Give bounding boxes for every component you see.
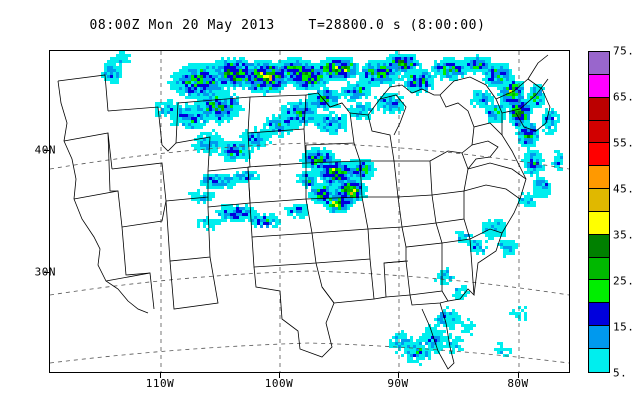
colorbar-cell (589, 166, 609, 190)
colorbar-label-25: 25. (613, 274, 635, 288)
colorbar-cell (589, 211, 609, 235)
x-tick-label-100w: 100W (264, 377, 294, 390)
colorbar-label-65: 65. (613, 90, 635, 104)
colorbar-label-35: 35. (613, 228, 635, 242)
state-boundaries-layer (57, 54, 551, 370)
colorbar-label-55: 55. (613, 136, 635, 150)
colorbar[interactable] (588, 51, 610, 373)
colorbar-label-5: 5. (613, 366, 628, 380)
colorbar-cell (589, 97, 609, 121)
x-tick-mark (160, 373, 161, 378)
colorbar-cell (589, 143, 609, 167)
colorbar-cell (589, 257, 609, 281)
colorbar-cell (589, 74, 609, 98)
x-tick-label-80w: 80W (507, 377, 529, 390)
colorbar-label-45: 45. (613, 182, 635, 196)
colorbar-label-15: 15. (613, 320, 635, 334)
colorbar-cell (589, 189, 609, 212)
colorbar-cell (589, 326, 609, 349)
y-tick-mark (44, 150, 49, 151)
y-tick-label-40n: 40N (34, 143, 56, 157)
colorbar-cell (589, 120, 609, 144)
x-tick-label-110w: 110W (145, 377, 175, 390)
colorbar-label-75: 75. (613, 44, 635, 58)
map-svg (50, 51, 569, 372)
colorbar-cell (589, 303, 609, 327)
x-tick-label-90w: 90W (387, 377, 409, 390)
map-plot-area[interactable] (49, 50, 570, 373)
precipitation-layer (101, 51, 563, 366)
y-tick-mark (44, 272, 49, 273)
x-tick-mark (279, 373, 280, 378)
colorbar-cell (589, 280, 609, 304)
colorbar-cell (589, 234, 609, 258)
y-tick-label-30n: 30N (34, 265, 56, 279)
x-tick-mark (518, 373, 519, 378)
figure-title: 08:00Z Mon 20 May 2013 T=28800.0 s (8:00… (89, 18, 486, 33)
colorbar-cell (589, 348, 609, 372)
colorbar-cell (589, 52, 609, 75)
map-canvas (50, 51, 569, 372)
x-tick-mark (398, 373, 399, 378)
